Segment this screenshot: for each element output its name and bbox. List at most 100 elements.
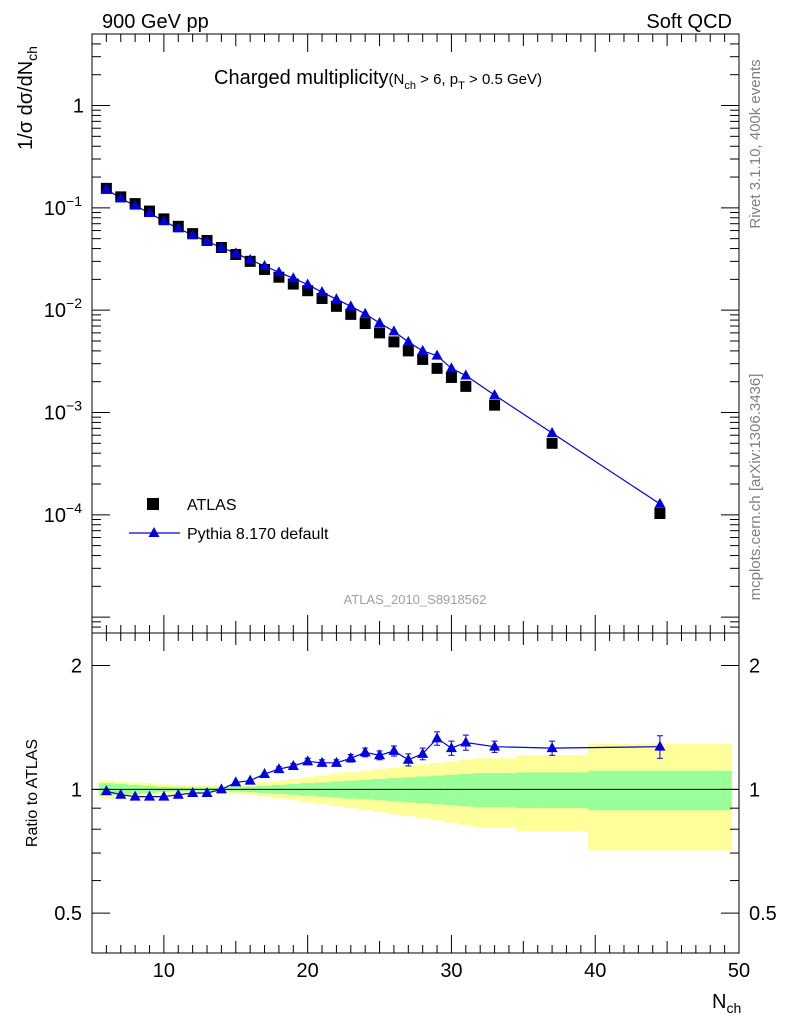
legend-pythia-label: Pythia 8.170 default xyxy=(187,526,329,543)
ratio-y-tick-label-left: 0.5 xyxy=(54,903,82,925)
atlas-data-point xyxy=(654,508,666,520)
chart-title: Charged multiplicity(Nch > 6, pT > 0.5 G… xyxy=(214,67,542,92)
ratio-data-point xyxy=(316,756,328,767)
atlas-data-point xyxy=(330,300,342,312)
x-tick-label: 20 xyxy=(297,960,319,982)
rivet-version-label: Rivet 3.1.10, 400k events xyxy=(747,59,764,228)
pythia-data-point xyxy=(158,215,170,226)
atlas-data-point xyxy=(345,308,357,320)
ratio-data-point xyxy=(100,785,112,796)
ratio-data-point xyxy=(374,749,386,760)
atlas-data-point xyxy=(359,318,371,330)
ratio-plot-marks xyxy=(100,731,666,801)
ratio-y-axis-label: Ratio to ATLAS xyxy=(24,739,41,847)
ratio-data-point xyxy=(158,790,170,801)
main-y-tick-label: 10−2 xyxy=(44,295,82,322)
atlas-data-point xyxy=(287,278,299,290)
ratio-data-point xyxy=(431,732,443,743)
ratio-y-tick-label-right: 1 xyxy=(749,779,760,801)
pythia-data-point xyxy=(546,427,558,438)
main-y-tick-label-base: 10 xyxy=(44,198,66,220)
pythia-data-point xyxy=(489,389,501,400)
ratio-data-point xyxy=(345,752,357,763)
chart-title-p-sub: T xyxy=(458,80,465,92)
pythia-data-point xyxy=(100,183,112,194)
legend-atlas-marker xyxy=(147,498,159,510)
x-tick-label: 10 xyxy=(153,960,175,982)
legend: ATLAS Pythia 8.170 default xyxy=(129,497,329,543)
pythia-data-point xyxy=(359,307,371,318)
ratio-data-point xyxy=(402,753,414,764)
ratio-y-tick-label-right: 0.5 xyxy=(749,903,777,925)
chart-title-n-sub: ch xyxy=(404,80,416,92)
pythia-data-point xyxy=(445,362,457,373)
x-axis-label: Nch xyxy=(712,991,741,1016)
ratio-data-point xyxy=(302,755,314,766)
main-y-tick-label: 10−3 xyxy=(44,397,82,424)
ratio-y-tick-label-left: 2 xyxy=(71,656,82,678)
ratio-data-point xyxy=(489,740,501,751)
atlas-data-point xyxy=(316,293,328,305)
x-axis-label-main: N xyxy=(712,991,726,1013)
pythia-data-point xyxy=(388,325,400,336)
main-y-tick-label: 1 xyxy=(73,96,84,118)
main-axis-ticks: 110−110−210−310−4 xyxy=(44,33,740,634)
pythia-data-point xyxy=(302,278,314,289)
pythia-data-point xyxy=(273,266,285,277)
chart-title-tail: > 0.5 GeV) xyxy=(465,71,542,88)
pythia-data-point xyxy=(187,229,199,240)
ratio-band-green xyxy=(473,773,517,808)
ratio-band-green xyxy=(588,770,732,811)
main-y-axis-label-main: 1/σ dσ/dN xyxy=(15,61,37,150)
energy-label: 900 GeV pp xyxy=(102,11,209,33)
ratio-data-point xyxy=(201,786,213,797)
category-label: Soft QCD xyxy=(646,11,732,33)
pythia-data-point xyxy=(259,260,271,271)
pythia-data-point xyxy=(244,253,256,264)
ratio-y-tick-label-left: 1 xyxy=(71,779,82,801)
ratio-plot-panel: 0.5 0.5 1 1 2 2 10 20 30 40 50 Ratio to ATLAS Nch xyxy=(24,632,777,1016)
ratio-data-point xyxy=(546,742,558,753)
atlas-data-point xyxy=(417,353,429,365)
ratio-band-green xyxy=(429,775,445,805)
ratio-data-point xyxy=(244,774,256,785)
atlas-data-point xyxy=(546,437,558,449)
ratio-band-green xyxy=(444,774,459,806)
ratio-band-green xyxy=(415,776,430,804)
x-tick-label: 30 xyxy=(440,960,462,982)
pythia-data-point xyxy=(402,335,414,346)
main-y-tick-label: 10−4 xyxy=(44,500,82,527)
main-y-tick-label-exponent: −1 xyxy=(66,193,82,209)
main-y-tick-label-exponent: −2 xyxy=(66,295,82,311)
pythia-data-point xyxy=(460,369,472,380)
x-axis-label-sub: ch xyxy=(726,1000,741,1016)
atlas-data-point xyxy=(273,271,285,283)
atlas-data-point xyxy=(388,336,400,348)
main-y-tick-label-base: 10 xyxy=(44,300,66,322)
atlas-data-point xyxy=(460,380,472,392)
main-y-tick-label-exponent: −3 xyxy=(66,397,82,413)
pythia-data-point xyxy=(330,293,342,304)
ratio-data-point xyxy=(359,746,371,757)
ratio-y-tick-label-right: 2 xyxy=(749,656,760,678)
pythia-data-point xyxy=(287,272,299,283)
ratio-data-point xyxy=(144,790,156,801)
legend-pythia-marker xyxy=(148,527,160,537)
ratio-data-point xyxy=(388,744,400,755)
atlas-data-point xyxy=(402,345,414,357)
ratio-data-point xyxy=(129,790,141,801)
atlas-data-point xyxy=(489,399,501,411)
pythia-data-point xyxy=(129,199,141,210)
pythia-data-point xyxy=(172,222,184,233)
main-y-axis-label-sub: ch xyxy=(24,46,40,61)
ratio-data-point xyxy=(230,776,242,787)
ratio-data-point xyxy=(330,756,342,767)
pythia-data-point xyxy=(316,286,328,297)
ratio-data-point xyxy=(287,759,299,770)
ratio-band-green xyxy=(516,772,589,809)
ratio-plot-frame xyxy=(91,632,740,954)
ratio-data-point xyxy=(172,788,184,799)
ratio-data-point xyxy=(215,783,227,794)
